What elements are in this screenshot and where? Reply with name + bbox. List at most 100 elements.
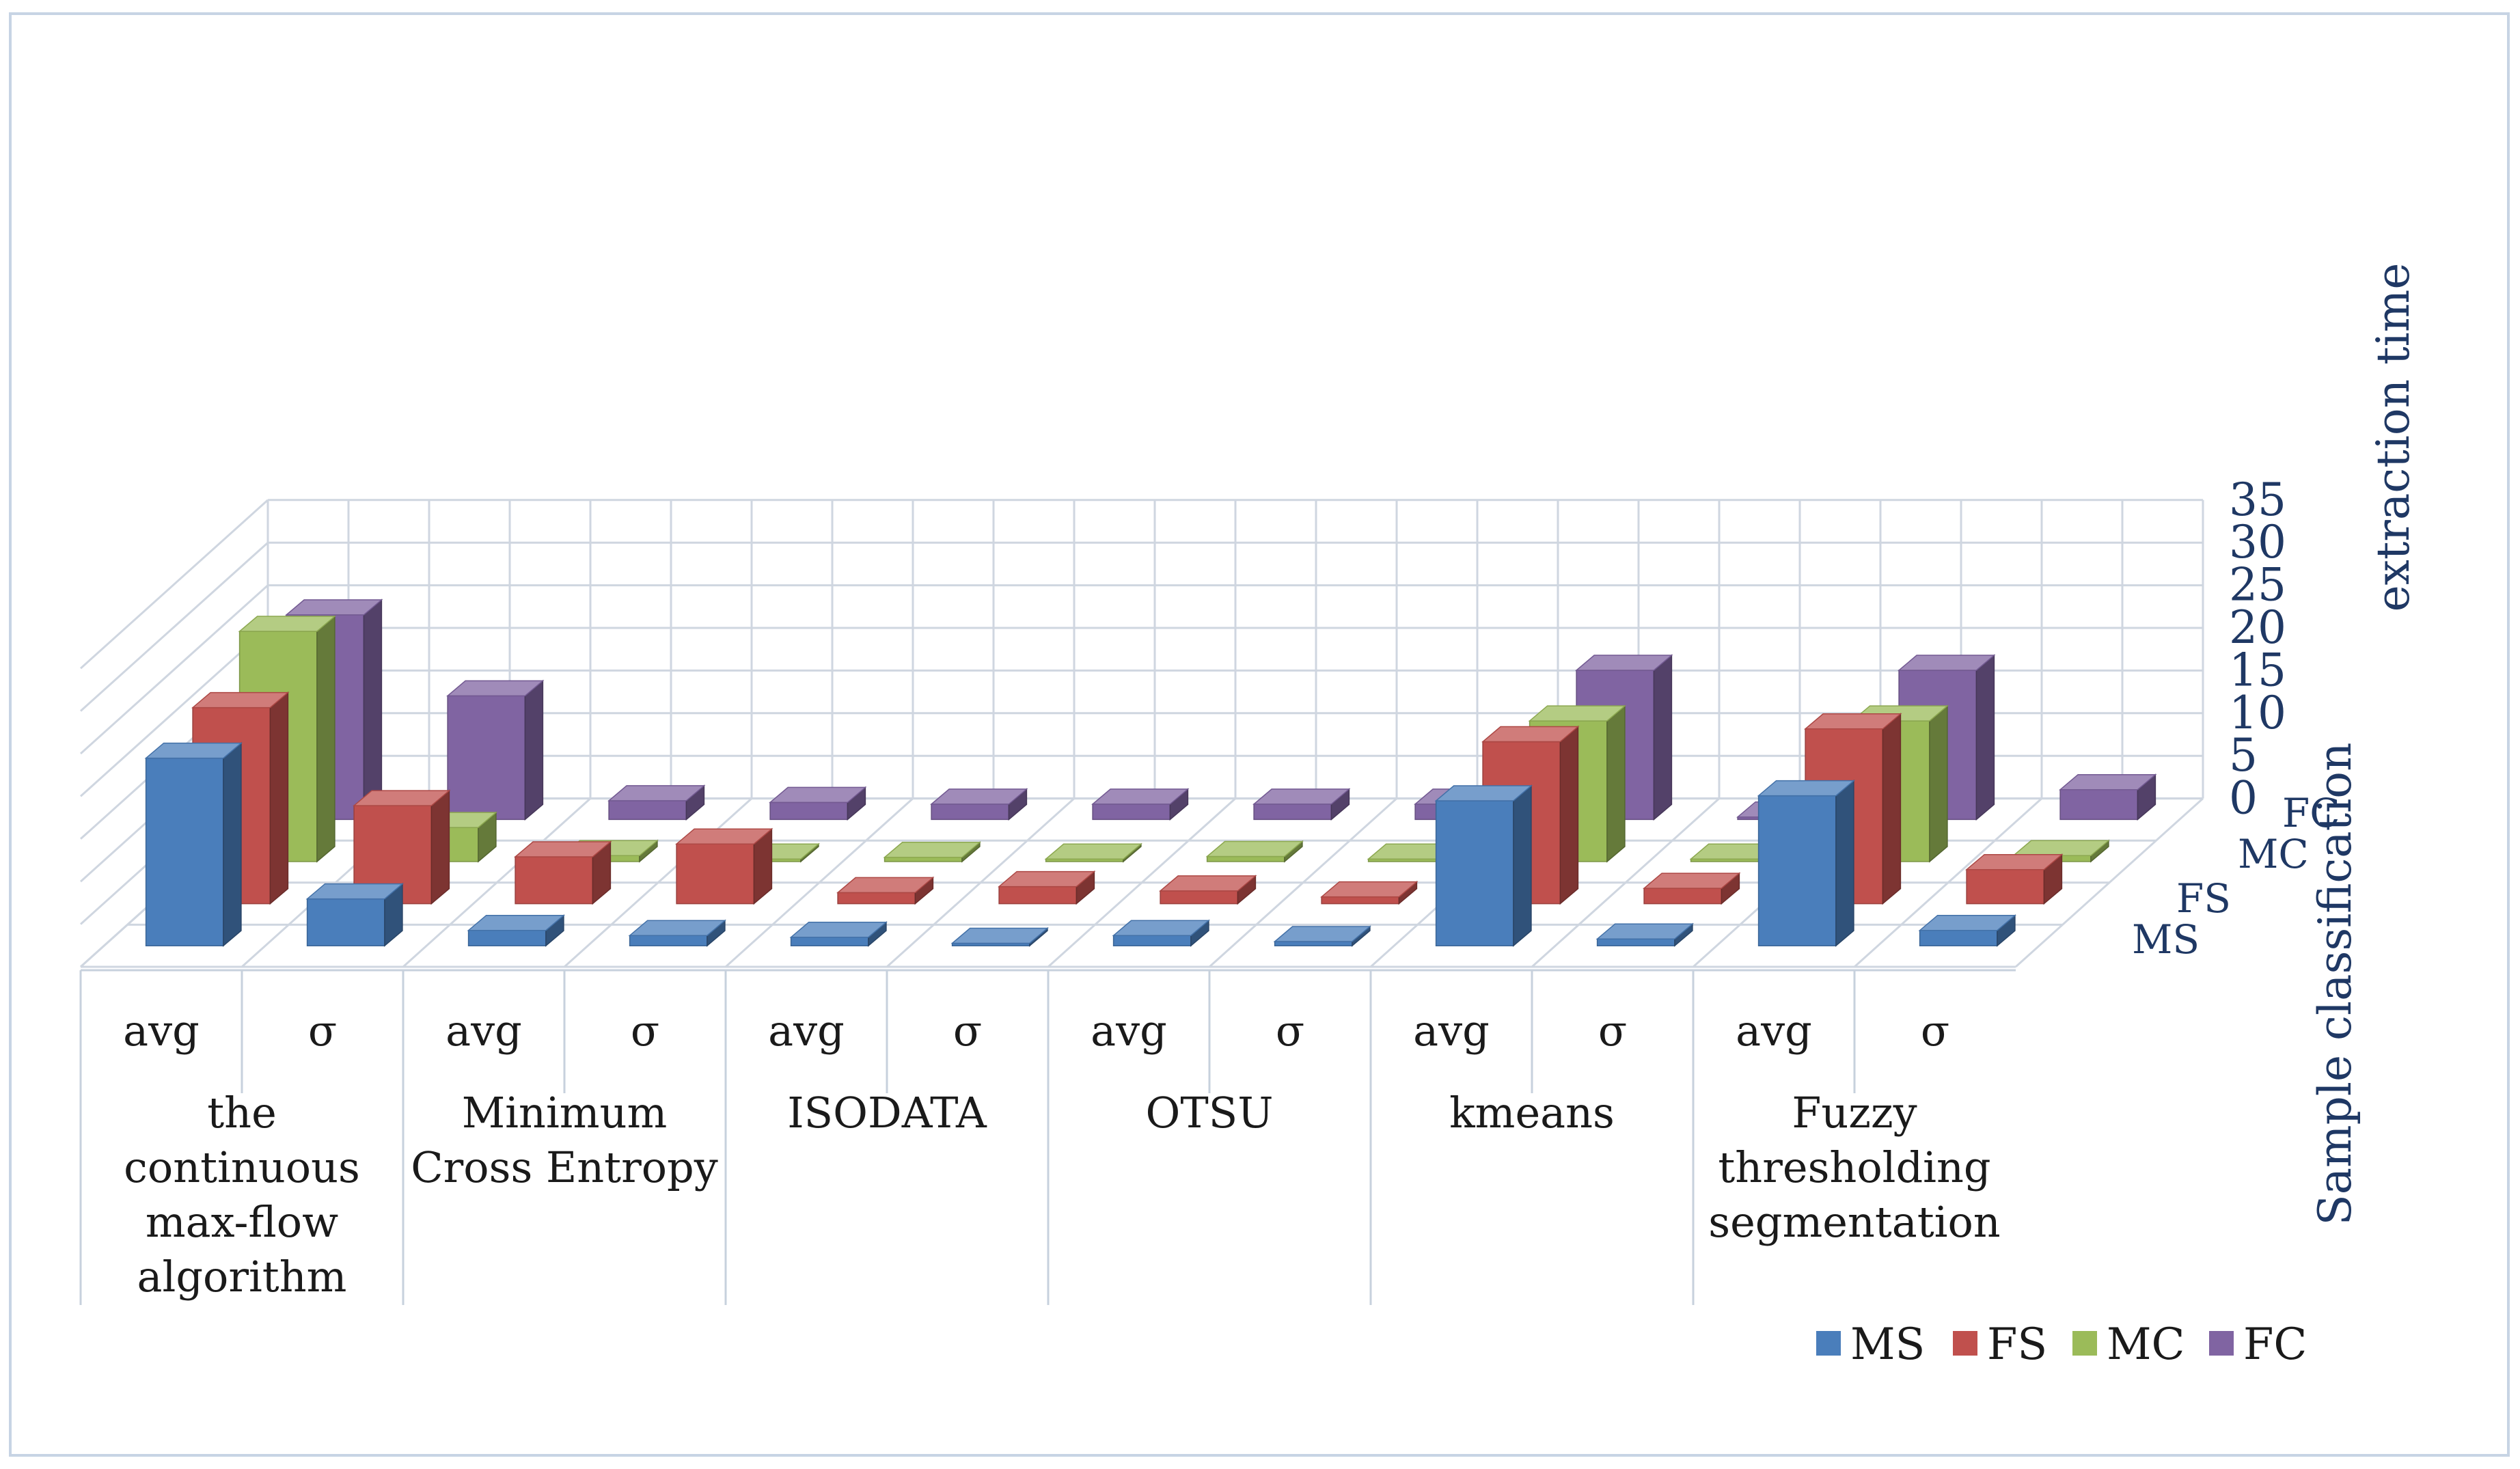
bar-MC-4 [883, 841, 981, 863]
category-label: σ [1276, 1006, 1304, 1056]
bar-MS-9 [1595, 922, 1694, 947]
category-label: avg [1736, 1006, 1812, 1056]
bar-front-face [306, 898, 385, 946]
bar-top-face [1898, 655, 1996, 671]
category-label: σ [953, 1006, 982, 1056]
legend-swatch [2072, 1331, 2097, 1356]
bar-front-face [1643, 888, 1723, 905]
bar-MS-5 [950, 926, 1049, 947]
bar-top-face [789, 921, 888, 938]
bar-MS-2 [467, 914, 565, 947]
y-tick-label: 30 [2229, 516, 2286, 568]
y-tick-label: 0 [2229, 772, 2258, 825]
bar-front-face [1596, 938, 1675, 946]
bar-top-face [1757, 780, 1855, 797]
bar-FC-2 [607, 784, 706, 821]
bar-top-face [836, 877, 935, 894]
bar-front-face [629, 935, 708, 946]
bar-front-face [1112, 935, 1192, 946]
group-label: Cross Entropy [411, 1142, 718, 1192]
bar-front-face [1092, 804, 1171, 821]
bar-front-face [467, 929, 547, 946]
group-label: continuous [124, 1142, 360, 1192]
group-label: Minimum [462, 1088, 668, 1138]
y-tick-label: 35 [2229, 473, 2286, 526]
floor-depth-line [1531, 797, 1721, 968]
depth-tick-label: MS [2132, 916, 2200, 963]
floor-depth-line [402, 797, 592, 968]
bar-top-face [467, 914, 565, 931]
legend: MS FS MC FC [1816, 1319, 2307, 1370]
bar-front-face [790, 936, 869, 946]
side-wall-gridline [79, 627, 269, 797]
category-label: avg [1413, 1006, 1490, 1056]
bar-top-face [1112, 920, 1210, 936]
bar-top-face [305, 883, 404, 900]
bar-top-face [1575, 655, 1673, 671]
bar-front-face [998, 885, 1078, 905]
bar-top-face [1918, 914, 2016, 931]
depth-axis-title: Sample classification [2309, 742, 2361, 1225]
bar-side-face [1513, 784, 1532, 947]
bar-MC-6 [1205, 840, 1304, 863]
bar-front-face [1206, 855, 1285, 862]
bar-front-face [676, 843, 755, 905]
bar-side-face [1559, 725, 1579, 905]
bar-front-face [1919, 929, 1998, 946]
bar-top-face [1481, 726, 1580, 743]
bar-FS-6 [1159, 875, 1257, 905]
group-label: segmentation [1708, 1197, 2001, 1247]
category-label: avg [446, 1006, 522, 1056]
bar-front-face [1435, 800, 1514, 946]
bar-side-face [1835, 779, 1854, 947]
bar-front-face [884, 857, 963, 862]
y-axis-title: extraction time [2367, 263, 2420, 612]
legend-label: FS [1987, 1319, 2047, 1370]
bar-side-face [524, 679, 544, 821]
bar-side-face [316, 615, 335, 863]
bar-top-face [2012, 840, 2110, 857]
bar-side-face [363, 599, 383, 821]
category-label: σ [1598, 1006, 1627, 1056]
bar-FC-11 [2059, 773, 2157, 821]
floor-depth-line [724, 797, 914, 968]
depth-tick-label: FC [2282, 790, 2340, 836]
legend-swatch [1816, 1331, 1841, 1356]
bar-front-face [145, 757, 224, 946]
depth-tick-label: FS [2176, 875, 2231, 922]
y-tick-label: 10 [2229, 687, 2286, 739]
y-tick-label: 5 [2229, 729, 2258, 782]
category-label: avg [1091, 1006, 1167, 1056]
bar-front-face [515, 856, 594, 905]
bar-top-face [1273, 926, 1371, 942]
depth-tick-label: MC [2238, 831, 2309, 877]
bar-MS-11 [1918, 914, 2016, 947]
bar-side-face [1653, 654, 1673, 821]
side-wall-gridline [79, 542, 269, 712]
bar-side-face [1975, 654, 1995, 821]
group-label: OTSU [1146, 1088, 1274, 1138]
bar-FS-11 [1965, 853, 2064, 905]
bar-FS-3 [675, 827, 773, 905]
bar-FC-6 [1252, 788, 1351, 821]
bar-top-face [675, 828, 773, 845]
bar-top-face [1320, 881, 1419, 898]
bar-front-face [769, 801, 849, 821]
group-label: Fuzzy [1792, 1088, 1917, 1138]
floor-depth-line [1047, 797, 1237, 968]
category-label: σ [308, 1006, 337, 1056]
bar-front-face [1253, 804, 1332, 821]
y-tick-label: 20 [2229, 601, 2286, 654]
bar-front-face [2059, 788, 2139, 821]
bar-top-face [998, 870, 1096, 888]
bar-side-face [1929, 704, 1948, 863]
legend-label: MC [2107, 1319, 2185, 1370]
floor-depth-line [1208, 797, 1398, 968]
bar-MS-7 [1273, 925, 1371, 947]
bar-side-face [430, 789, 450, 905]
bar-front-face [1321, 896, 1400, 905]
category-label: σ [631, 1006, 659, 1056]
bar-MS-10 [1757, 779, 1855, 947]
bar-top-face [628, 920, 726, 936]
